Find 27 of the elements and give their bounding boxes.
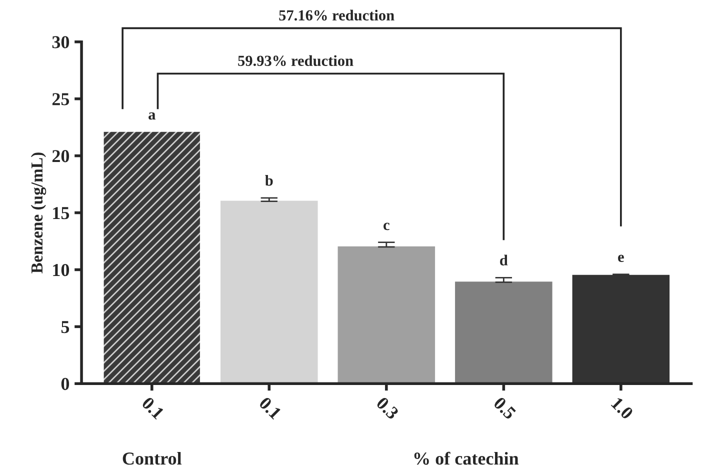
bar <box>220 200 318 384</box>
x-tick-label: 0.1 <box>258 396 282 420</box>
y-tick-label: 20 <box>52 150 70 162</box>
x-tick-label: 1.0 <box>610 396 634 420</box>
bar <box>455 282 552 384</box>
x-axis-title: % of catechin <box>414 452 519 465</box>
text: 57.16% reduction <box>279 10 394 21</box>
y-tick-label: 25 <box>52 93 70 106</box>
y-tick-label: 0 <box>61 378 70 390</box>
bar <box>338 246 436 384</box>
annotation: 59.93% reduction <box>238 55 354 66</box>
y-axis-title: Benzene (ug/mL) <box>30 152 46 274</box>
data-label: a <box>148 112 156 120</box>
y-tick-label: 15 <box>53 207 70 220</box>
y-tick-label: 5 <box>61 321 70 334</box>
x-tick-label: 0.1 <box>141 396 165 420</box>
bar <box>572 274 670 384</box>
data-label: e <box>618 254 624 262</box>
data-label: c <box>384 222 390 230</box>
data-label: d <box>500 254 508 266</box>
y-tick-label: 30 <box>52 36 70 48</box>
x-tick-label: 0.5 <box>492 396 517 420</box>
x-tick-label: 0.3 <box>376 396 400 420</box>
data-label: b <box>265 174 273 186</box>
bar <box>104 132 200 384</box>
y-tick-label: 10 <box>53 264 70 276</box>
text: Control <box>122 452 182 465</box>
